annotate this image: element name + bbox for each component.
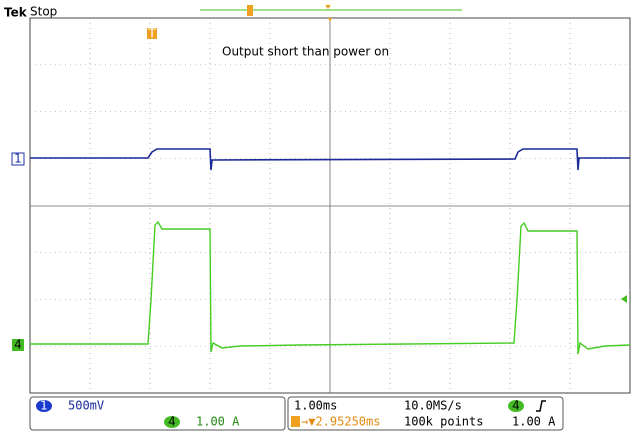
record-window [247, 5, 253, 16]
edge-icon [536, 400, 546, 412]
channel-box [29, 396, 286, 431]
ch4-scale: 1.00 A [196, 415, 240, 429]
ch1-badge [36, 400, 52, 412]
delay-icon [291, 416, 300, 427]
trigger-marker [147, 28, 157, 39]
status-bar: 1 500mV 4 1.00 A 1.00ms 10.0MS/s →▼2.952… [29, 396, 564, 431]
ch4-number: 4 [168, 415, 176, 429]
trigger-pos [325, 5, 331, 9]
timebase: 1.00ms [294, 399, 337, 413]
ch4-marker [12, 339, 24, 351]
trigger-marker-label: T [147, 27, 156, 41]
sample-rate: 10.0MS/s [404, 399, 462, 413]
ch1-marker-label: 1 [14, 152, 22, 166]
brand: Tek [4, 6, 28, 20]
annotation: Output short than power on [222, 45, 389, 59]
acq-state: Stop [30, 5, 57, 19]
ch4-badge [164, 416, 180, 428]
ch4-trace [30, 220, 631, 355]
trigger-level [621, 295, 627, 303]
ch1-trace [30, 148, 630, 171]
trig-badge [508, 400, 524, 412]
trigger-level-value: 1.00 A [512, 415, 556, 429]
trigger-source: 4 [512, 399, 520, 413]
ch4-marker-label: 4 [14, 338, 22, 352]
delay: →▼2.95250ms [301, 415, 380, 429]
record-length: 100k points [404, 415, 483, 429]
ch1-scale: 500mV [68, 399, 104, 413]
ch1-marker [11, 152, 25, 166]
graticule [29, 17, 631, 394]
trigger-tick [328, 18, 332, 22]
ch1-number: 1 [40, 399, 48, 413]
timebase-box [287, 396, 564, 431]
